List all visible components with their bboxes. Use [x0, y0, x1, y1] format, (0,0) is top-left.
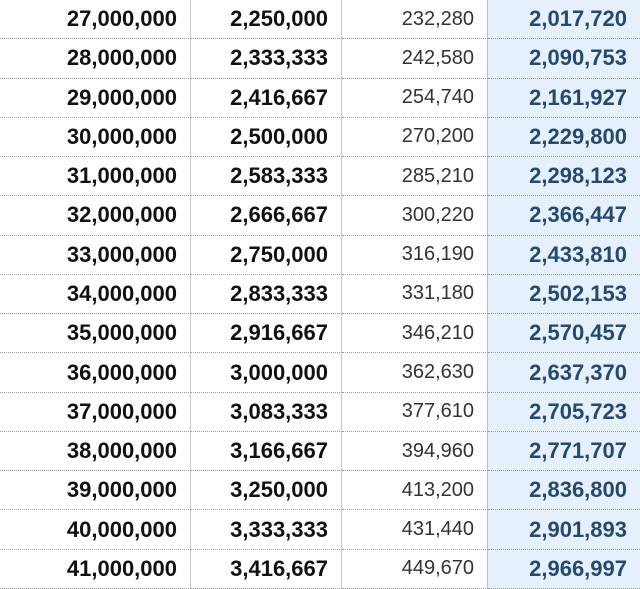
table-cell: 2,229,800	[488, 117, 640, 158]
table-cell: 2,771,707	[488, 431, 640, 472]
table-cell: 300,220	[342, 196, 488, 236]
table-cell: 2,637,370	[488, 353, 640, 393]
table-cell: 32,000,000	[0, 196, 191, 236]
table-cell: 33,000,000	[0, 235, 191, 275]
table-cell: 331,180	[342, 274, 488, 315]
table-cell: 34,000,000	[0, 274, 191, 315]
table-cell: 270,200	[342, 117, 488, 158]
table-cell: 3,416,667	[191, 549, 342, 589]
table-cell: 2,433,810	[488, 235, 640, 275]
table-cell: 2,298,123	[488, 157, 640, 197]
table-cell: 36,000,000	[0, 353, 191, 393]
table-cell: 2,916,667	[191, 314, 342, 354]
table-cell: 413,200	[342, 471, 488, 511]
table-cell: 3,166,667	[191, 431, 342, 472]
table-cell: 2,901,893	[488, 510, 640, 550]
table-cell: 2,836,800	[488, 471, 640, 511]
table-cell: 285,210	[342, 157, 488, 197]
table-cell: 41,000,000	[0, 549, 191, 589]
table-cell: 2,570,457	[488, 314, 640, 354]
table-cell: 2,502,153	[488, 274, 640, 315]
table-cell: 2,017,720	[488, 0, 640, 40]
table-cell: 3,083,333	[191, 392, 342, 432]
table-cell: 362,630	[342, 353, 488, 393]
table-cell: 2,250,000	[191, 0, 342, 40]
table-cell: 35,000,000	[0, 314, 191, 354]
table-cell: 3,333,333	[191, 510, 342, 550]
table-cell: 2,666,667	[191, 196, 342, 236]
table-cell: 30,000,000	[0, 117, 191, 158]
table-cell: 27,000,000	[0, 0, 191, 40]
table-cell: 2,966,997	[488, 549, 640, 589]
table-cell: 3,000,000	[191, 353, 342, 393]
table-cell: 28,000,000	[0, 39, 191, 79]
table-cell: 232,280	[342, 0, 488, 40]
table-cell: 2,833,333	[191, 274, 342, 315]
table-cell: 2,161,927	[488, 78, 640, 118]
table-cell: 242,580	[342, 39, 488, 79]
table-cell: 2,500,000	[191, 117, 342, 158]
table-cell: 39,000,000	[0, 471, 191, 511]
table-cell: 394,960	[342, 431, 488, 472]
table-cell: 2,416,667	[191, 78, 342, 118]
table-cell: 2,090,753	[488, 39, 640, 79]
table-cell: 377,610	[342, 392, 488, 432]
table-cell: 316,190	[342, 235, 488, 275]
table-cell: 38,000,000	[0, 431, 191, 472]
table-cell: 2,705,723	[488, 392, 640, 432]
table-cell: 2,583,333	[191, 157, 342, 197]
table-cell: 40,000,000	[0, 510, 191, 550]
table-cell: 346,210	[342, 314, 488, 354]
table-cell: 449,670	[342, 549, 488, 589]
table-cell: 29,000,000	[0, 78, 191, 118]
table-cell: 2,333,333	[191, 39, 342, 79]
table-cell: 254,740	[342, 78, 488, 118]
table-cell: 31,000,000	[0, 157, 191, 197]
table-cell: 431,440	[342, 510, 488, 550]
table-cell: 2,366,447	[488, 196, 640, 236]
table-cell: 3,250,000	[191, 471, 342, 511]
table-cell: 2,750,000	[191, 235, 342, 275]
table-cell: 37,000,000	[0, 392, 191, 432]
